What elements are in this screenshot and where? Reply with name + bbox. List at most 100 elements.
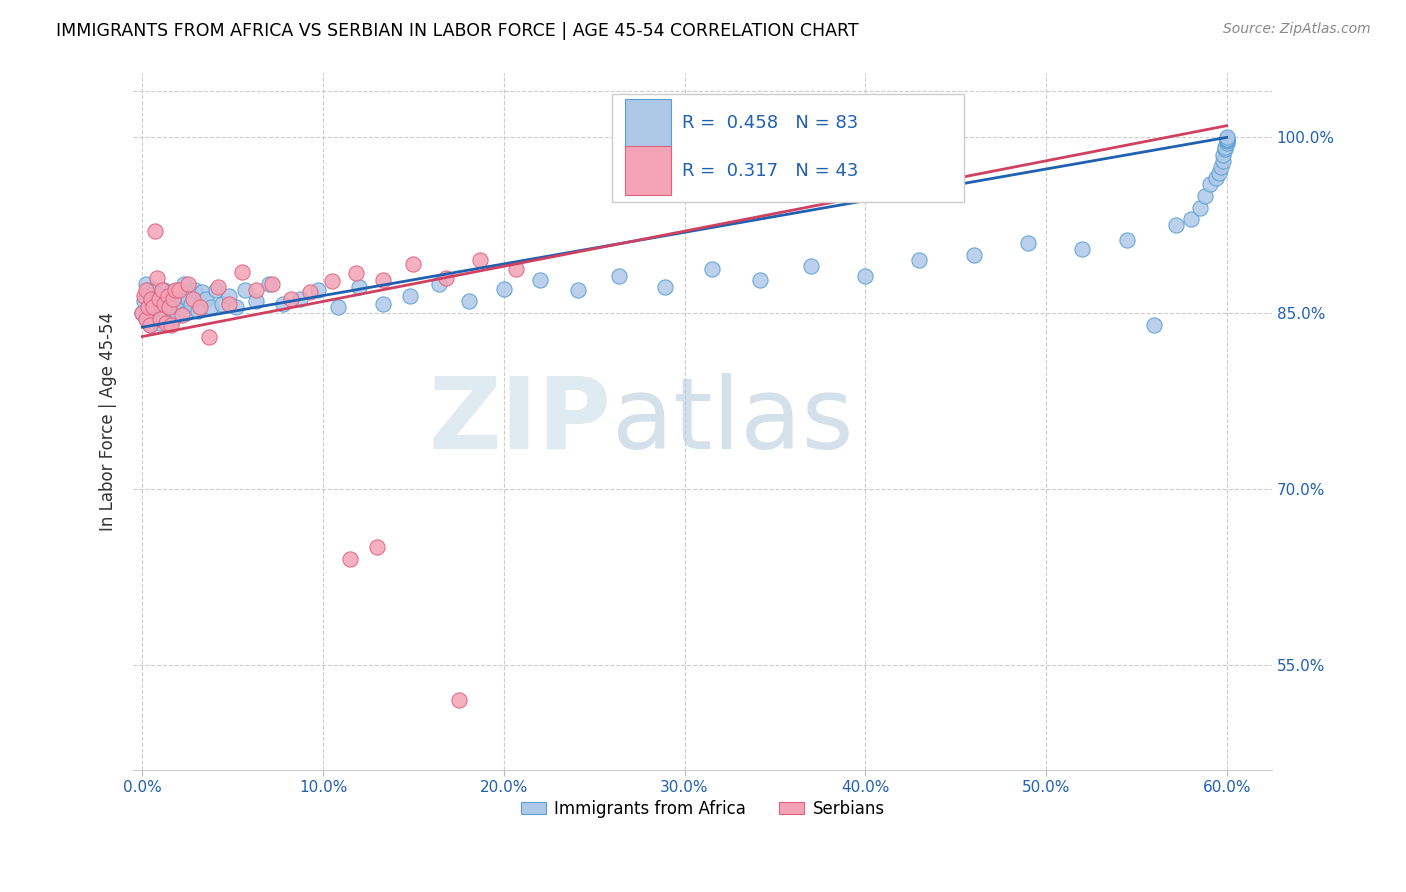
- Point: [148, 316, 170, 330]
- Point: [218, 297, 240, 311]
- Point: [172, 309, 194, 323]
- Point: [398, 288, 420, 302]
- Point: [700, 261, 723, 276]
- Point: [321, 275, 343, 289]
- Point: [156, 292, 179, 306]
- Point: [194, 292, 217, 306]
- Point: [427, 277, 450, 291]
- Point: [150, 283, 173, 297]
- Point: [142, 312, 165, 326]
- Point: [231, 265, 253, 279]
- Point: [155, 316, 177, 330]
- Point: [257, 277, 280, 291]
- Point: [160, 318, 183, 332]
- Point: [138, 318, 160, 332]
- Point: [567, 283, 589, 297]
- FancyBboxPatch shape: [626, 146, 671, 195]
- Point: [136, 300, 159, 314]
- Point: [205, 283, 228, 297]
- FancyBboxPatch shape: [612, 94, 965, 202]
- Point: [162, 292, 184, 306]
- Point: [273, 297, 295, 311]
- Point: [169, 300, 191, 314]
- Point: [146, 297, 169, 311]
- Point: [143, 224, 166, 238]
- Point: [349, 280, 371, 294]
- Point: [1213, 140, 1236, 154]
- Text: R =  0.458   N = 83: R = 0.458 N = 83: [682, 114, 859, 132]
- Point: [167, 283, 190, 297]
- Point: [172, 288, 194, 302]
- Point: [176, 292, 198, 306]
- Point: [156, 288, 179, 302]
- Point: [299, 285, 322, 299]
- Point: [963, 247, 986, 261]
- Point: [200, 300, 222, 314]
- Text: IMMIGRANTS FROM AFRICA VS SERBIAN IN LABOR FORCE | AGE 45-54 CORRELATION CHART: IMMIGRANTS FROM AFRICA VS SERBIAN IN LAB…: [56, 22, 859, 40]
- Point: [288, 292, 311, 306]
- Y-axis label: In Labor Force | Age 45-54: In Labor Force | Age 45-54: [100, 312, 117, 531]
- Point: [1071, 242, 1094, 256]
- Point: [142, 300, 165, 314]
- Point: [184, 283, 207, 297]
- Point: [155, 306, 177, 320]
- Point: [402, 257, 425, 271]
- Point: [180, 297, 202, 311]
- Point: [141, 292, 163, 306]
- Point: [280, 292, 302, 306]
- Point: [1143, 318, 1166, 332]
- Point: [134, 294, 156, 309]
- Point: [366, 541, 388, 555]
- Point: [1211, 160, 1233, 174]
- Point: [529, 273, 551, 287]
- Point: [1215, 130, 1237, 145]
- Point: [800, 260, 823, 274]
- Point: [749, 273, 772, 287]
- Point: [176, 277, 198, 291]
- Point: [131, 306, 153, 320]
- Point: [1188, 201, 1211, 215]
- Point: [159, 300, 181, 314]
- Point: [1199, 178, 1222, 192]
- Point: [1215, 131, 1237, 145]
- Point: [150, 300, 173, 314]
- FancyBboxPatch shape: [626, 99, 671, 147]
- Point: [188, 300, 211, 314]
- Point: [153, 283, 176, 297]
- Point: [134, 288, 156, 302]
- Point: [1205, 171, 1227, 186]
- Point: [135, 283, 157, 297]
- Point: [654, 280, 676, 294]
- Point: [163, 294, 186, 309]
- Point: [1194, 189, 1216, 203]
- Point: [1017, 235, 1039, 250]
- Point: [207, 280, 229, 294]
- Point: [245, 294, 267, 309]
- Point: [447, 692, 470, 706]
- Point: [1215, 131, 1237, 145]
- Point: [143, 283, 166, 297]
- Text: Source: ZipAtlas.com: Source: ZipAtlas.com: [1223, 22, 1371, 37]
- Point: [1208, 165, 1230, 179]
- Point: [149, 312, 172, 326]
- Point: [245, 283, 267, 297]
- Point: [458, 294, 481, 309]
- Text: R =  0.317   N = 43: R = 0.317 N = 43: [682, 161, 859, 179]
- Point: [187, 303, 209, 318]
- Point: [434, 271, 457, 285]
- Point: [908, 253, 931, 268]
- Point: [163, 283, 186, 297]
- Legend: Immigrants from Africa, Serbians: Immigrants from Africa, Serbians: [515, 793, 891, 824]
- Point: [153, 297, 176, 311]
- Point: [148, 292, 170, 306]
- Point: [166, 306, 188, 320]
- Point: [135, 312, 157, 326]
- Point: [198, 329, 221, 343]
- Point: [470, 253, 492, 268]
- Point: [136, 300, 159, 314]
- Point: [505, 261, 527, 276]
- Point: [1212, 153, 1234, 168]
- Point: [1164, 219, 1187, 233]
- Point: [135, 277, 157, 291]
- Point: [191, 285, 214, 299]
